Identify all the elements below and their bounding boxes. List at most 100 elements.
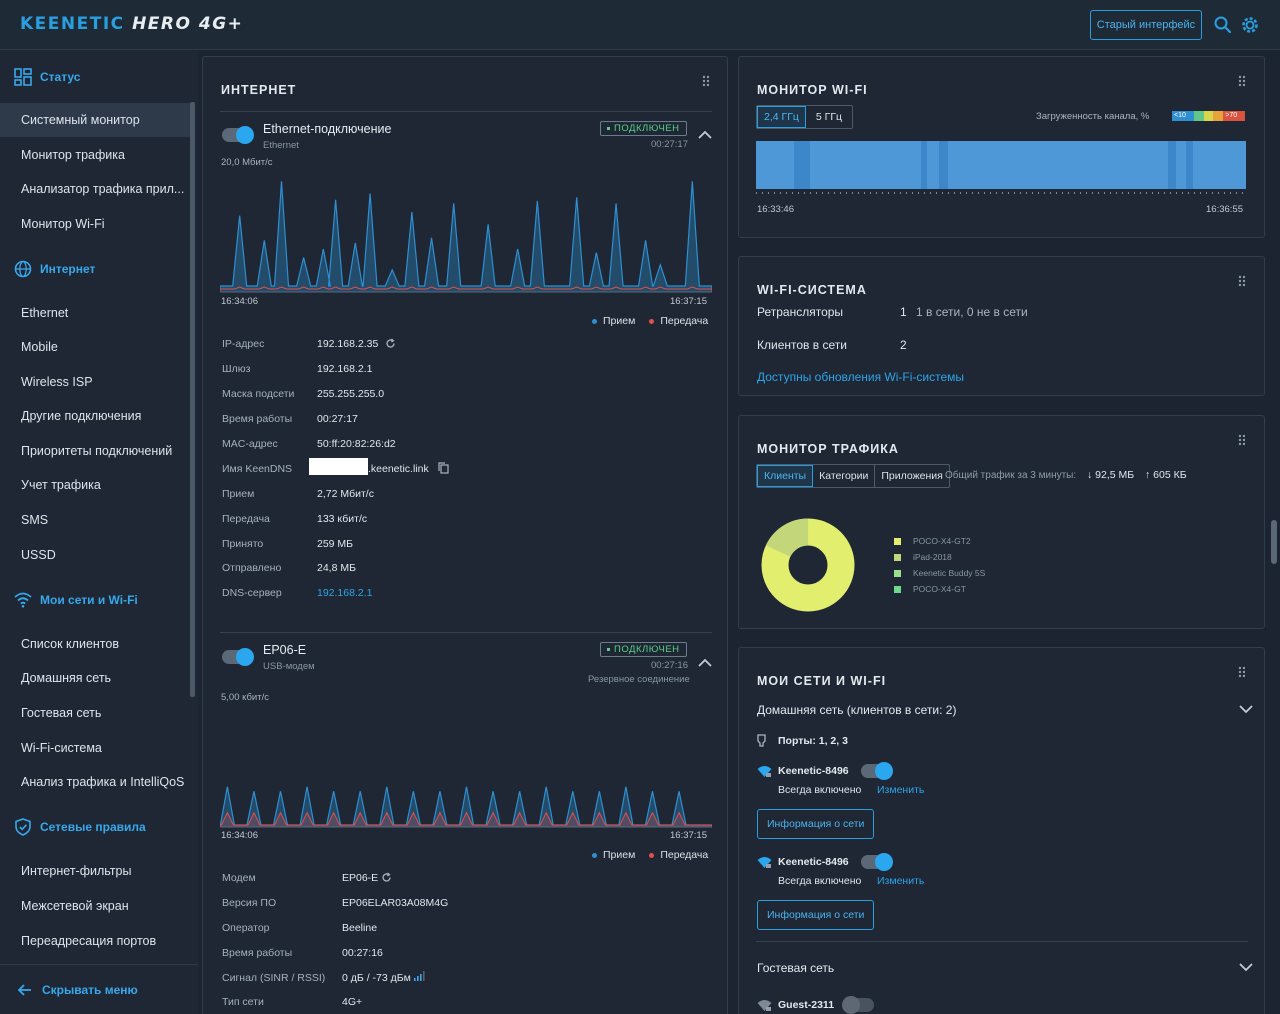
ethernet-connection-type: Ethernet — [263, 140, 299, 151]
guest-ssid: Guest-2311 — [778, 999, 835, 1011]
usb-tx-series — [220, 811, 712, 827]
shield-icon — [15, 818, 31, 836]
clients-online-label: Клиентов в сети — [757, 338, 847, 352]
traffic-monitor-card: МОНИТОР ТРАФИКА Клиенты Категории Прилож… — [738, 415, 1265, 629]
sidebar-item-connection-priorities[interactable]: Приоритеты подключений — [21, 444, 173, 458]
usb-modem-name: EP06-E — [263, 643, 307, 657]
sidebar-item-ussd[interactable]: USSD — [21, 548, 56, 562]
internet-card-title: ИНТЕРНЕТ — [221, 83, 297, 97]
refresh-icon[interactable] — [385, 338, 396, 349]
chevron-up-icon[interactable] — [698, 130, 712, 139]
sidebar-section-internet[interactable]: Интернет — [14, 258, 95, 280]
sidebar-item-system-monitor[interactable]: Системный монитор — [0, 103, 190, 137]
network-type-value: 4G+ — [342, 996, 363, 1008]
ethernet-rx-series — [220, 181, 712, 292]
tab-applications[interactable]: Приложения — [881, 470, 943, 482]
gateway-value: 192.168.2.1 — [317, 363, 373, 375]
tab-2-4ghz[interactable]: 2,4 ГГц — [757, 106, 806, 128]
drag-handle-icon[interactable] — [702, 75, 710, 87]
redacted-block — [309, 458, 368, 475]
gear-icon[interactable] — [1240, 15, 1260, 35]
ssid-1-toggle[interactable] — [861, 762, 893, 780]
usb-chart-end-time: 16:37:15 — [670, 830, 707, 841]
clients-traffic-pie — [761, 518, 855, 612]
guest-ssid-toggle[interactable] — [842, 996, 874, 1014]
divider — [756, 941, 1248, 942]
ssid-2-schedule: Всегда включено — [778, 875, 862, 887]
divider — [220, 111, 712, 112]
legend-item: iPad-2018 — [894, 549, 985, 565]
copy-icon[interactable] — [438, 462, 449, 474]
guest-network-title[interactable]: Гостевая сеть — [757, 961, 835, 975]
signal-bars-icon — [414, 971, 425, 981]
ssid-2-edit-link[interactable]: Изменить — [877, 875, 925, 887]
operator-value: Beeline — [342, 922, 378, 934]
ssid-1-info-button[interactable]: Информация о сети — [757, 809, 875, 839]
my-networks-card: МОИ СЕТИ И WI-FI Домашняя сеть (клиентов… — [738, 647, 1265, 1014]
tab-categories[interactable]: Категории — [813, 465, 876, 487]
page-scrollbar[interactable] — [1271, 50, 1277, 1014]
sidebar-section-network-rules[interactable]: Сетевые правила — [14, 816, 146, 838]
tab-5ghz[interactable]: 5 ГГц — [815, 111, 843, 123]
drag-handle-icon[interactable] — [1238, 75, 1246, 87]
hide-menu-button[interactable]: Скрывать меню — [0, 964, 198, 1014]
sidebar-item-mobile[interactable]: Mobile — [21, 340, 58, 354]
repeaters-status: 1 в сети, 0 не в сети — [916, 305, 1028, 319]
sidebar-item-wireless-isp[interactable]: Wireless ISP — [21, 375, 93, 389]
sidebar-scrollbar[interactable] — [190, 102, 195, 697]
received-value: 259 МБ — [317, 538, 354, 550]
sidebar-item-sms[interactable]: SMS — [21, 513, 49, 527]
sidebar-item-traffic-monitor[interactable]: Монитор трафика — [21, 148, 125, 162]
rx-rate-value: 2,72 Мбит/с — [317, 488, 374, 500]
subnet-mask-value: 255.255.255.0 — [317, 388, 385, 400]
wifi-monitor-card: МОНИТОР WI-FI 2,4 ГГц 5 ГГц Загруженност… — [738, 56, 1265, 238]
chevron-down-icon[interactable] — [1239, 705, 1253, 714]
chevron-up-icon[interactable] — [698, 658, 712, 667]
sidebar-item-wifi-system[interactable]: Wi-Fi-система — [21, 741, 102, 755]
sidebar-item-ethernet[interactable]: Ethernet — [21, 306, 69, 320]
drag-handle-icon[interactable] — [1238, 666, 1246, 678]
repeaters-label: Ретрансляторы — [757, 305, 844, 319]
usb-uptime-value: 00:27:16 — [342, 947, 383, 959]
ethernet-tx-series — [220, 286, 712, 292]
page-scrollbar-thumb[interactable] — [1271, 520, 1277, 564]
sidebar-item-port-forwarding[interactable]: Переадресация портов — [21, 934, 157, 948]
sidebar-item-intelliqos[interactable]: Анализ трафика и IntelliQoS — [21, 775, 185, 789]
total-traffic-label: Общий трафик за 3 минуты: — [945, 470, 1077, 481]
sidebar-item-wifi-monitor[interactable]: Монитор Wi-Fi — [21, 217, 105, 231]
dashboard-icon — [14, 68, 32, 86]
old-interface-button[interactable]: Старый интерфейс — [1090, 10, 1202, 40]
clients-legend: POCO-X4-GT2 iPad-2018 Keenetic Buddy 5S … — [894, 533, 985, 597]
sidebar-item-home-network[interactable]: Домашняя сеть — [21, 671, 112, 685]
refresh-icon[interactable] — [381, 872, 392, 883]
ssid-2-info-button[interactable]: Информация о сети — [757, 900, 875, 930]
keendns-value: .keenetic.link — [368, 463, 429, 475]
wifi-system-update-link[interactable]: Доступны обновления Wi-Fi-системы — [757, 370, 965, 384]
drag-handle-icon[interactable] — [1238, 275, 1246, 287]
sidebar-item-app-analyzer[interactable]: Анализатор трафика прил... — [21, 182, 185, 196]
sidebar-item-firewall[interactable]: Межсетевой экран — [21, 899, 129, 913]
ssid-2-toggle[interactable] — [861, 853, 893, 871]
sidebar-item-guest-network[interactable]: Гостевая сеть — [21, 706, 102, 720]
sidebar-item-traffic-accounting[interactable]: Учет трафика — [21, 478, 101, 492]
sidebar-item-client-list[interactable]: Список клиентов — [21, 637, 119, 651]
dns-server-link[interactable]: 192.168.2.1 — [317, 587, 373, 599]
ethernet-toggle[interactable] — [222, 126, 254, 144]
chevron-down-icon[interactable] — [1239, 963, 1253, 972]
repeaters-count: 1 — [900, 305, 907, 319]
legend-item: POCO-X4-GT — [894, 581, 985, 597]
sidebar-item-other-connections[interactable]: Другие подключения — [21, 409, 142, 423]
search-icon[interactable] — [1213, 15, 1233, 35]
sidebar-item-internet-filters[interactable]: Интернет-фильтры — [21, 864, 132, 878]
drag-handle-icon[interactable] — [1238, 434, 1246, 446]
ethernet-uptime: 00:27:17 — [651, 139, 688, 150]
usb-modem-toggle[interactable] — [222, 648, 254, 666]
tab-clients[interactable]: Клиенты — [757, 465, 814, 487]
ssid-1-edit-link[interactable]: Изменить — [877, 784, 925, 796]
ethernet-chart-start-time: 16:34:06 — [221, 296, 258, 307]
traffic-down: ↓ 92,5 МБ — [1087, 469, 1135, 481]
wifi-channel-load-chart — [756, 141, 1246, 194]
home-network-title[interactable]: Домашняя сеть (клиентов в сети: 2) — [757, 703, 957, 717]
sidebar-section-status[interactable]: Статус — [14, 66, 80, 88]
sidebar-section-my-networks[interactable]: Мои сети и Wi-Fi — [14, 589, 138, 611]
